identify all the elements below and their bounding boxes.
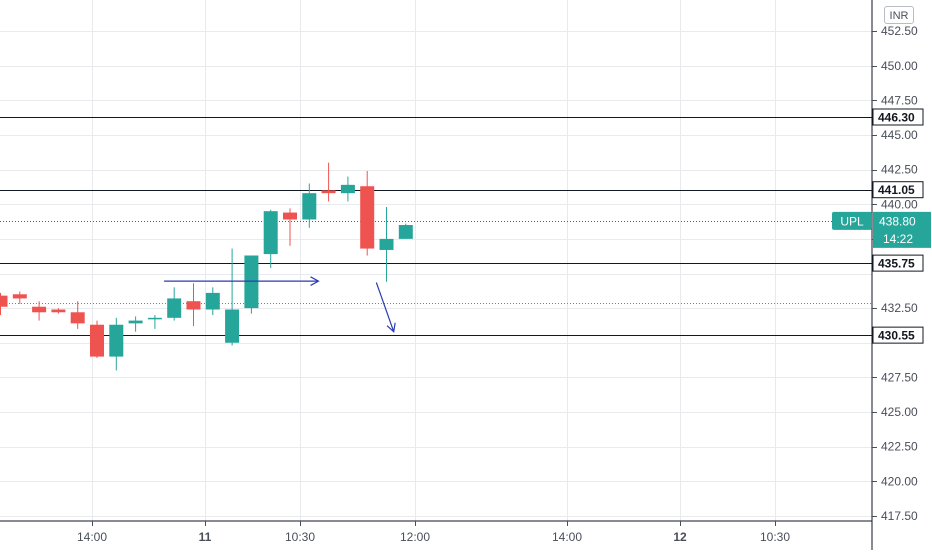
- last-price-box: [873, 211, 931, 248]
- candle-body: [51, 309, 66, 313]
- level-label-text: 441.05: [878, 183, 915, 197]
- candle-body: [225, 309, 240, 343]
- trend-arrow[interactable]: [164, 276, 320, 286]
- candle-body: [302, 193, 317, 220]
- candle-down[interactable]: [32, 301, 47, 321]
- price-tick-label: 432.50: [881, 301, 918, 315]
- time-tick-label: 12: [673, 530, 687, 544]
- level-label-box: [872, 181, 924, 199]
- candle-body: [109, 324, 124, 357]
- currency-badge[interactable]: INR: [884, 6, 914, 24]
- arrow-shaft: [375, 282, 395, 332]
- candle-body: [263, 211, 278, 255]
- candle-up[interactable]: [263, 209, 278, 268]
- time-tick-label: 12:00: [400, 530, 430, 544]
- candle-up[interactable]: [147, 315, 162, 329]
- price-tick-label: 450.00: [881, 59, 918, 73]
- candle-up[interactable]: [244, 255, 259, 314]
- last-price-value: 438.80: [879, 214, 916, 228]
- candle-body: [12, 294, 27, 299]
- last-price-tag[interactable]: UPL 438.80 14:22: [832, 211, 931, 248]
- candle-body: [128, 320, 143, 324]
- time-tick-label: 14:00: [77, 530, 107, 544]
- candle-body: [283, 212, 297, 220]
- level-label-text: 446.30: [878, 110, 915, 124]
- candle-up[interactable]: [398, 223, 413, 239]
- price-tick-label: 452.50: [881, 24, 918, 38]
- price-tick-label: 445.00: [881, 128, 918, 142]
- time-tick-label: 10:30: [760, 530, 790, 544]
- candle-up[interactable]: [205, 287, 220, 316]
- candle-body: [70, 312, 85, 324]
- level-price-label[interactable]: 441.05: [872, 181, 924, 199]
- symbol-tag-box: [832, 211, 872, 230]
- candle-down[interactable]: [321, 162, 336, 202]
- candle-down[interactable]: [70, 301, 85, 329]
- candle-body: [321, 190, 336, 194]
- candle-body: [340, 184, 355, 194]
- candle-up[interactable]: [167, 287, 182, 321]
- level-label-box: [872, 254, 924, 272]
- candle-body: [379, 238, 394, 250]
- candle-body: [205, 292, 220, 310]
- price-tick-label: 422.50: [881, 440, 918, 454]
- candle-up[interactable]: [379, 207, 394, 282]
- trend-arrow[interactable]: [375, 282, 396, 333]
- candle-body: [0, 295, 8, 307]
- candle-up[interactable]: [128, 316, 143, 332]
- symbol-tag-text: UPL: [840, 214, 864, 228]
- candle-up[interactable]: [340, 176, 355, 202]
- candle-up[interactable]: [302, 183, 317, 228]
- level-label-text: 430.55: [878, 329, 915, 343]
- arrow-head: [386, 322, 396, 333]
- price-tick-label: 427.50: [881, 370, 918, 384]
- candle-body: [167, 298, 182, 318]
- price-tick-label: 440.00: [881, 197, 918, 211]
- candle-down[interactable]: [360, 171, 375, 256]
- price-axis-panel[interactable]: [872, 0, 932, 550]
- level-price-label[interactable]: 435.75: [872, 254, 924, 272]
- time-tick-label: 10:30: [285, 530, 315, 544]
- level-label-box: [872, 326, 924, 344]
- level-label-box: [872, 108, 924, 126]
- candle-body: [186, 301, 201, 310]
- price-tick-label: 442.50: [881, 163, 918, 177]
- candle-body: [32, 306, 47, 313]
- candle-up[interactable]: [109, 317, 124, 371]
- candle-body: [398, 225, 413, 239]
- candle-down[interactable]: [90, 320, 104, 358]
- candle-body: [147, 317, 162, 320]
- price-tick-label: 447.50: [881, 93, 918, 107]
- level-label-text: 435.75: [878, 257, 915, 271]
- level-price-label[interactable]: 446.30: [872, 108, 924, 126]
- candle-down[interactable]: [0, 292, 8, 316]
- candle-body: [360, 186, 375, 249]
- last-price-countdown: 14:22: [883, 232, 913, 246]
- price-tick-label: 420.00: [881, 474, 918, 488]
- candle-body: [244, 255, 259, 309]
- price-tick-label: 425.00: [881, 405, 918, 419]
- candle-body: [90, 324, 104, 357]
- time-tick-label: 14:00: [552, 530, 582, 544]
- price-tick-label: 417.50: [881, 509, 918, 523]
- level-price-label[interactable]: 430.55: [872, 326, 924, 344]
- candle-down[interactable]: [51, 308, 66, 314]
- candle-down[interactable]: [12, 291, 27, 304]
- candle-up[interactable]: [225, 248, 240, 346]
- arrow-head: [310, 276, 320, 286]
- candle-down[interactable]: [186, 283, 201, 327]
- candle-down[interactable]: [283, 208, 297, 246]
- time-tick-label: 11: [199, 530, 212, 544]
